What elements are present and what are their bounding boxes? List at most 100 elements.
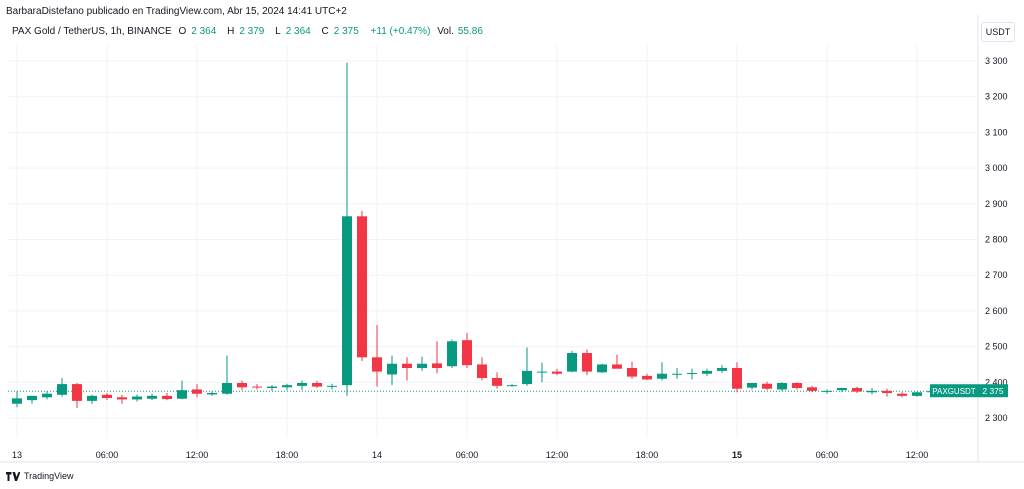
volume-readout: Vol. 55.86 xyxy=(437,26,483,37)
publisher-line: BarbaraDistefano publicado en TradingVie… xyxy=(6,6,347,17)
candle-down xyxy=(402,363,412,369)
candle-down xyxy=(897,393,907,396)
candle-up xyxy=(447,341,457,367)
candle-up xyxy=(297,383,307,386)
price-tick-label: 3 300 xyxy=(985,56,1008,66)
candle-up xyxy=(87,395,97,401)
price-tick-label: 2 400 xyxy=(985,377,1008,387)
candle-down xyxy=(102,394,112,399)
candle-up xyxy=(342,216,352,386)
time-tick-label: 13 xyxy=(12,450,22,460)
candle-down xyxy=(882,390,892,394)
price-tick-label: 2 300 xyxy=(985,413,1008,423)
price-tick-label: 2 800 xyxy=(985,235,1008,245)
candle-down xyxy=(72,384,82,401)
footer-brand-label: TradingView xyxy=(24,471,74,481)
candle-up xyxy=(717,368,727,371)
price-tag-value-box xyxy=(978,384,1008,398)
candle-up xyxy=(522,370,532,385)
candle-up xyxy=(207,393,217,395)
candle-up xyxy=(822,390,832,392)
candle-up xyxy=(912,392,922,396)
candle-up xyxy=(177,390,187,399)
price-tick-label: 2 500 xyxy=(985,342,1008,352)
candle-down xyxy=(432,363,442,369)
candle-up xyxy=(702,370,712,374)
candle-up xyxy=(777,383,787,390)
candle-up xyxy=(12,398,22,404)
candle-up xyxy=(282,385,292,388)
candle-down xyxy=(807,387,817,391)
time-tick-label: 06:00 xyxy=(456,450,479,460)
time-tick-label: 15 xyxy=(732,450,742,460)
candle-down xyxy=(852,388,862,392)
candle-up xyxy=(837,388,847,391)
candle-up xyxy=(267,386,277,389)
price-tick-label: 3 200 xyxy=(985,92,1008,102)
ohlc-change: +11 (+0.47%) xyxy=(370,26,431,37)
time-tick-label: 18:00 xyxy=(636,450,659,460)
candle-down xyxy=(627,368,637,377)
candle-down xyxy=(612,364,622,369)
candle-up xyxy=(42,393,52,398)
candle-down xyxy=(462,340,472,366)
candle-down xyxy=(762,383,772,389)
time-tick-label: 06:00 xyxy=(816,450,839,460)
candle-up xyxy=(597,364,607,373)
candle-up xyxy=(27,395,37,401)
time-tick-label: 12:00 xyxy=(186,450,209,460)
candle-down xyxy=(237,383,247,388)
symbol-name[interactable]: PAX Gold / TetherUS, 1h, BINANCE xyxy=(12,26,172,37)
candle-down xyxy=(372,357,382,372)
candle-down xyxy=(162,395,172,400)
candle-down xyxy=(552,371,562,374)
price-tick-label: 2 900 xyxy=(985,199,1008,209)
candle-down xyxy=(357,216,367,358)
candle-up xyxy=(567,353,577,372)
candle-up xyxy=(387,363,397,375)
candle-up xyxy=(327,385,337,387)
candle-down xyxy=(492,378,502,386)
price-tick-label: 2 600 xyxy=(985,306,1008,316)
candle-down xyxy=(582,353,592,372)
candle-up xyxy=(417,363,427,369)
candle-up xyxy=(57,384,67,395)
tradingview-logo-icon xyxy=(6,471,20,481)
currency-button[interactable]: USDT xyxy=(981,22,1015,42)
price-tag-symbol: PAXGUSDT xyxy=(932,387,976,396)
candle-up xyxy=(537,371,547,373)
candle-up xyxy=(657,373,667,379)
candle-up xyxy=(132,396,142,400)
time-tick-label: 12:00 xyxy=(546,450,569,460)
candle-up xyxy=(867,390,877,393)
price-tick-label: 3 000 xyxy=(985,163,1008,173)
price-tick-label: 3 100 xyxy=(985,127,1008,137)
candle-up xyxy=(507,385,517,387)
candle-up xyxy=(672,373,682,375)
price-tag-value: 2 375 xyxy=(982,386,1004,396)
price-tick-label: 2 700 xyxy=(985,270,1008,280)
candle-down xyxy=(117,397,127,400)
time-tick-label: 18:00 xyxy=(276,450,299,460)
candle-down xyxy=(477,364,487,379)
candle-down xyxy=(642,375,652,380)
candle-up xyxy=(687,373,697,375)
candle-up xyxy=(147,395,157,399)
time-tick-label: 12:00 xyxy=(906,450,929,460)
price-tag-symbol-box xyxy=(930,384,978,398)
candle-up xyxy=(222,383,232,394)
time-tick-label: 14 xyxy=(372,450,382,460)
candle-down xyxy=(252,386,262,388)
candle-down xyxy=(732,368,742,389)
candle-down xyxy=(792,383,802,389)
time-tick-label: 06:00 xyxy=(96,450,119,460)
candle-down xyxy=(312,383,322,387)
candle-up xyxy=(747,383,757,388)
footer-brand[interactable]: TradingView xyxy=(6,471,74,481)
